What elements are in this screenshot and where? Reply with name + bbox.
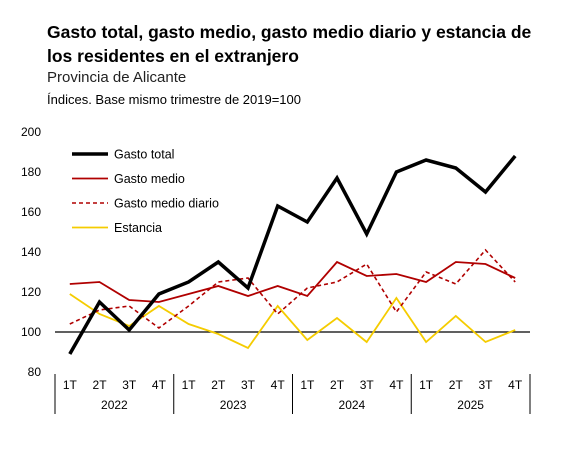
x-tick-label: 2T <box>449 378 464 392</box>
chart-title: Gasto total, gasto medio, gasto medio di… <box>47 22 532 66</box>
chart-subtitle: Provincia de Alicante <box>47 69 187 86</box>
x-tick-label: 1T <box>300 378 315 392</box>
legend-label-gasto-medio-diario: Gasto medio diario <box>114 197 219 211</box>
legend-label-gasto-medio: Gasto medio <box>114 172 185 186</box>
x-tick-label: 2T <box>211 378 226 392</box>
series-line-gasto-medio <box>69 260 516 303</box>
y-axis: 80 100 120 140 160 180 200 <box>21 125 41 379</box>
x-tick-label: 3T <box>360 378 375 392</box>
x-tick-label: 3T <box>478 378 493 392</box>
x-tick-label: 4T <box>152 378 167 392</box>
x-tick-label: 2T <box>330 378 345 392</box>
x-tick-label: 2T <box>93 378 108 392</box>
legend-label-gasto-total: Gasto total <box>114 148 174 162</box>
x-tick-label: 4T <box>508 378 523 392</box>
x-tick-label: 1T <box>182 378 197 392</box>
y-tick-label: 180 <box>21 165 41 179</box>
x-tick-label: 4T <box>389 378 404 392</box>
x-tick-label: 3T <box>241 378 256 392</box>
x-year-label: 2022 <box>101 398 128 412</box>
legend: Gasto total Gasto medio Gasto medio diario… <box>66 142 237 242</box>
x-tick-label: 1T <box>419 378 434 392</box>
y-tick-label: 100 <box>21 325 41 339</box>
x-tick-label: 1T <box>63 378 78 392</box>
y-tick-label: 120 <box>21 285 41 299</box>
chart-note: Índices. Base mismo trimestre de 2019=10… <box>47 92 301 107</box>
y-tick-label: 160 <box>21 205 41 219</box>
x-axis: 1T 2T 3T 4T 1T 2T 3T 4T 1T 2T 3T 4T 1T 2T 3T 4T 2022 2023… <box>54 374 531 414</box>
series-line-estancia <box>69 293 516 350</box>
series-line-gasto-medio-diario <box>69 248 516 329</box>
x-tick-label: 3T <box>122 378 137 392</box>
x-tick-label: 4T <box>271 378 286 392</box>
y-tick-label: 200 <box>21 125 41 139</box>
x-year-label: 2023 <box>220 398 247 412</box>
series-layer <box>68 154 517 355</box>
x-year-label: 2025 <box>457 398 484 412</box>
y-tick-label: 80 <box>28 365 42 379</box>
series-line-gasto-total <box>68 154 517 355</box>
legend-label-estancia: Estancia <box>114 221 162 235</box>
x-year-label: 2024 <box>339 398 366 412</box>
legend-box <box>66 142 237 242</box>
y-tick-label: 140 <box>21 245 41 259</box>
